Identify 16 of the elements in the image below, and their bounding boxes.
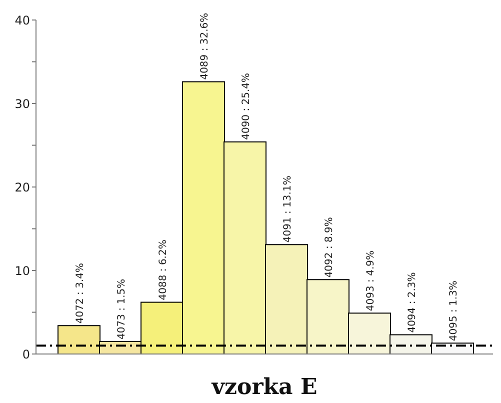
data-label: 4073 : 1.5% [116,278,128,340]
data-label: 4091 : 13.1% [282,176,294,243]
y-tick-label: 40 [14,13,30,28]
y-tick-label: 10 [14,264,30,278]
data-label: 4090 : 25.4% [241,72,252,140]
data-label: 4072 : 3.4% [75,263,86,324]
data-label: 4093 : 4.9% [366,250,376,312]
data-label: 4088 : 6.2% [158,240,169,300]
y-tick-label: 30 [14,96,30,111]
data-label: 4095 : 1.3% [448,280,460,342]
data-label: 4094 : 2.3% [407,272,418,333]
y-tick-label: 20 [14,180,30,194]
data-label: 4089 : 32.6% [200,12,210,80]
data-label: 4092 : 8.9% [324,217,335,278]
y-tick-label: 0 [22,347,30,362]
x-axis-title: vzorka E [210,374,318,400]
